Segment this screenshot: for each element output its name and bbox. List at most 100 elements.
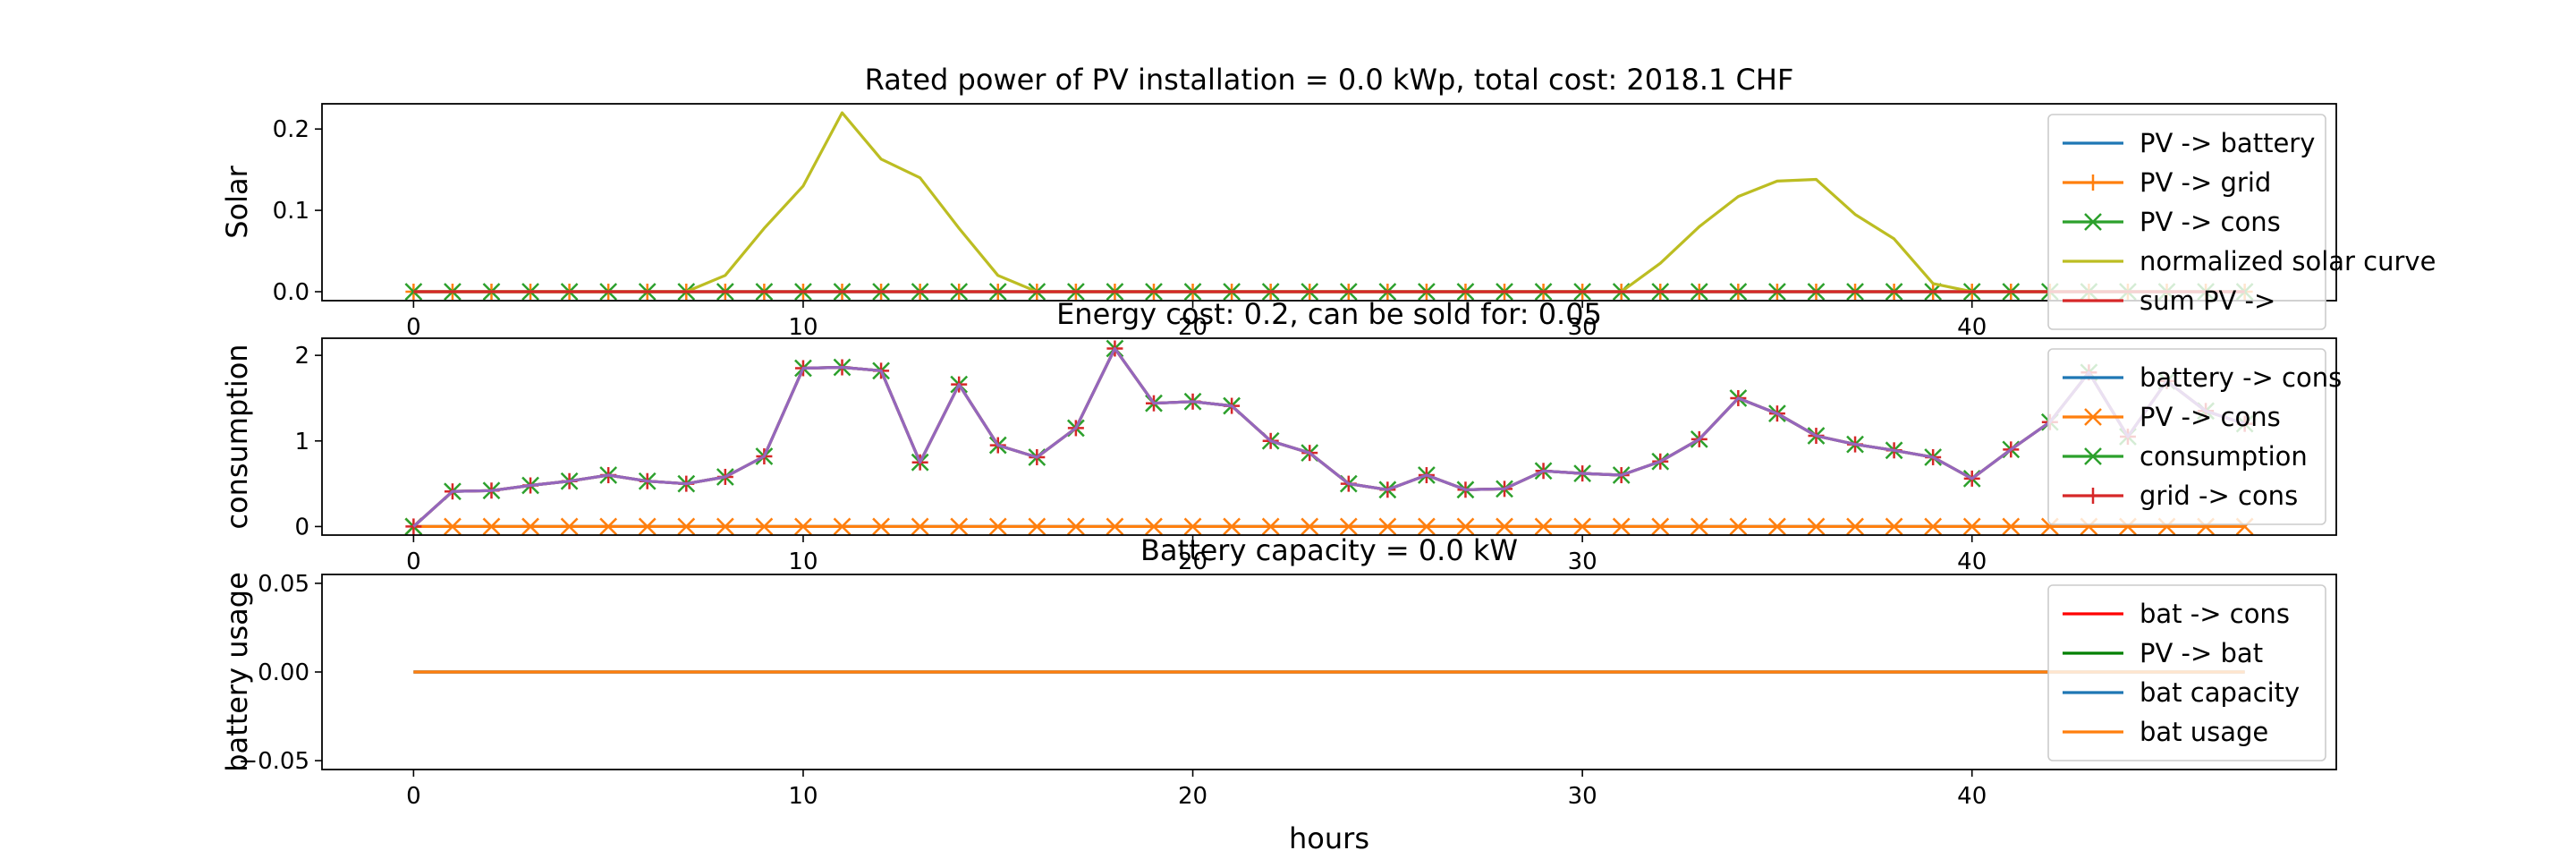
legend-entry: PV -> battery [2063, 128, 2315, 158]
x-tick-label: 0 [406, 549, 421, 575]
y-tick-label: 0 [294, 514, 309, 540]
x-tick-label: 20 [1178, 314, 1208, 341]
marker-stroke [1339, 517, 1358, 535]
x-tick-label: 30 [1568, 314, 1597, 341]
marker-stroke [444, 517, 462, 535]
marker-stroke [2084, 408, 2102, 426]
marker-stroke [1456, 517, 1475, 535]
axes-frame [321, 574, 2337, 770]
data-point [794, 517, 812, 535]
marker-stroke [755, 517, 774, 535]
data-point [1066, 517, 1085, 535]
plot-title: Energy cost: 0.2, can be sold for: 0.05 [1056, 297, 1602, 331]
legend-label: PV -> bat [2140, 638, 2263, 668]
data-point [1612, 517, 1631, 535]
y-tick-label: 0.05 [258, 571, 309, 598]
data-point [988, 517, 1007, 535]
plot-area [404, 111, 2254, 301]
marker-stroke [1651, 517, 1670, 535]
y-tick-label: 1 [294, 429, 309, 455]
marker-stroke [1106, 517, 1124, 535]
y-tick-label: 0.2 [273, 116, 309, 143]
series-pv-cons [404, 517, 2254, 535]
legend-entry: bat capacity [2063, 677, 2300, 708]
legend-marker [2085, 174, 2101, 191]
x-tick-label: 40 [1957, 783, 1987, 810]
plot-area [404, 339, 2254, 535]
data-point [1885, 517, 1903, 535]
y-axis-label: battery usage [220, 572, 254, 772]
axes-frame [321, 337, 2337, 536]
plot-title: Rated power of PV installation = 0.0 kWp… [865, 63, 1794, 97]
marker-stroke [638, 517, 657, 535]
marker-stroke [1729, 517, 1748, 535]
x-tick-label: 0 [406, 314, 421, 341]
data-point [1183, 517, 1202, 535]
y-axis-label: consumption [220, 344, 254, 529]
x-tick-label: 20 [1178, 549, 1208, 575]
marker-stroke [1496, 517, 1513, 535]
legend-entry: PV -> bat [2063, 638, 2263, 668]
marker-stroke [560, 517, 579, 535]
marker-stroke [482, 517, 501, 535]
marker-stroke [1261, 517, 1280, 535]
x-axis-ticks: 0 10 20 30 40 [406, 770, 1987, 810]
marker-stroke [1145, 517, 1163, 535]
plot-title: Battery capacity = 0.0 kW [1140, 533, 1518, 567]
x-tick-label: 40 [1957, 314, 1987, 341]
data-point [1690, 517, 1708, 535]
legend-label: bat -> cons [2140, 599, 2290, 629]
x-axis-label: hours [1289, 821, 1369, 855]
x-tick-label: 30 [1568, 783, 1597, 810]
marker-stroke [1418, 517, 1436, 535]
marker-stroke [1183, 517, 1202, 535]
marker-stroke [794, 517, 812, 535]
legend-marker [2084, 447, 2102, 465]
data-point [911, 517, 929, 535]
data-point [950, 517, 969, 535]
data-point [1962, 517, 1981, 535]
data-point [1846, 517, 1864, 535]
legend: battery -> cons PV -> cons consumption grid… [2047, 348, 2342, 525]
marker-stroke [911, 517, 929, 535]
marker-stroke [521, 517, 539, 535]
legend-entry: bat -> cons [2063, 599, 2290, 629]
y-axis-ticks: 0.0 0.1 0.2 [273, 116, 322, 306]
y-tick-label: 2 [294, 343, 309, 370]
x-tick-label: 10 [788, 314, 818, 341]
legend-label: PV -> cons [2140, 207, 2281, 237]
marker-stroke [1807, 517, 1826, 535]
marker-stroke [2002, 517, 2021, 535]
marker-stroke [599, 517, 618, 535]
data-point [1534, 517, 1553, 535]
legend-label: bat usage [2140, 717, 2268, 747]
marker-stroke [872, 517, 890, 535]
subplot-1: Rated power of PV installation = 0.0 kWp… [220, 63, 2436, 341]
series-line [412, 346, 2246, 528]
marker-stroke [2084, 213, 2102, 231]
marker-stroke [677, 517, 696, 535]
legend-entry: PV -> cons [2063, 402, 2281, 432]
legend-label: normalized solar curve [2140, 246, 2436, 276]
data-point [1807, 517, 1826, 535]
data-point [1261, 517, 1280, 535]
data-point [599, 517, 618, 535]
data-point [1418, 517, 1436, 535]
y-tick-label: 0.1 [273, 198, 309, 225]
data-point [482, 517, 501, 535]
marker-stroke [1612, 517, 1631, 535]
x-tick-label: 10 [788, 783, 818, 810]
data-point [638, 517, 657, 535]
y-tick-label: 0.00 [258, 659, 309, 686]
series-unnamed [412, 346, 2246, 528]
data-point [444, 517, 462, 535]
marker-stroke [716, 517, 734, 535]
marker-stroke [1885, 517, 1903, 535]
marker-stroke [950, 517, 969, 535]
y-tick-label: 0.0 [273, 279, 309, 306]
legend: bat -> cons PV -> bat bat capacity bat usag… [2047, 584, 2326, 761]
legend-entry: grid -> cons [2063, 481, 2298, 511]
data-point [405, 518, 422, 535]
marker-stroke [404, 283, 423, 301]
